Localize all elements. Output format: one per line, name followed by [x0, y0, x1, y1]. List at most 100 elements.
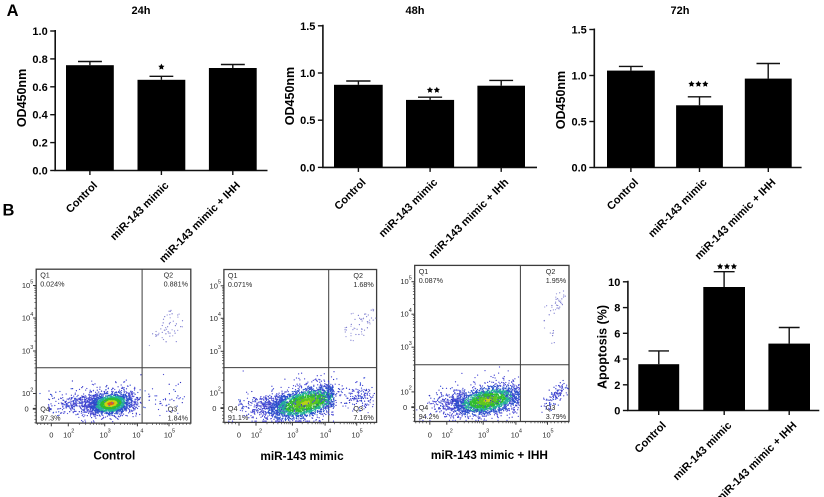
- svg-text:10: 10: [400, 343, 408, 352]
- svg-text:0: 0: [403, 403, 407, 412]
- svg-text:B: B: [2, 202, 14, 220]
- svg-text:5: 5: [360, 429, 363, 435]
- svg-text:miR-143 mimic: miR-143 mimic: [377, 177, 440, 240]
- svg-text:3: 3: [108, 429, 111, 435]
- svg-text:0.6: 0.6: [32, 82, 47, 94]
- svg-text:10: 10: [400, 277, 408, 286]
- svg-text:10: 10: [478, 431, 486, 440]
- svg-text:4: 4: [30, 312, 33, 318]
- svg-text:0: 0: [49, 431, 53, 440]
- svg-text:0.071%: 0.071%: [228, 280, 253, 289]
- svg-text:4: 4: [328, 429, 331, 435]
- svg-text:Apoptosis (%): Apoptosis (%): [596, 305, 610, 389]
- svg-text:1.5: 1.5: [300, 21, 315, 33]
- svg-text:10: 10: [100, 431, 108, 440]
- svg-text:1.0: 1.0: [300, 68, 315, 80]
- svg-text:4: 4: [218, 312, 221, 318]
- svg-text:Control: Control: [93, 449, 135, 463]
- svg-text:5: 5: [550, 429, 553, 435]
- svg-text:10: 10: [210, 314, 218, 323]
- svg-text:1.95%: 1.95%: [546, 276, 567, 285]
- svg-text:6: 6: [614, 328, 620, 340]
- svg-text:2: 2: [450, 429, 453, 435]
- svg-text:10: 10: [320, 431, 328, 440]
- svg-text:miR-143 mimic: miR-143 mimic: [260, 449, 344, 463]
- svg-text:4: 4: [614, 354, 621, 366]
- svg-text:4: 4: [409, 308, 412, 314]
- svg-text:Control: Control: [633, 420, 669, 456]
- svg-text:5: 5: [172, 429, 175, 435]
- svg-text:10: 10: [210, 281, 218, 290]
- svg-text:A: A: [7, 2, 19, 20]
- svg-text:miR-143 mimic + IHH: miR-143 mimic + IHH: [157, 180, 243, 266]
- svg-text:4: 4: [519, 429, 522, 435]
- svg-text:0.5: 0.5: [572, 117, 587, 129]
- svg-text:Q3: Q3: [353, 404, 363, 413]
- svg-text:10: 10: [542, 431, 550, 440]
- svg-text:OD450nm: OD450nm: [15, 69, 29, 127]
- svg-text:0.024%: 0.024%: [40, 280, 65, 289]
- svg-text:8: 8: [614, 303, 620, 315]
- svg-text:10: 10: [287, 431, 295, 440]
- svg-text:5: 5: [409, 276, 412, 282]
- svg-text:91.1%: 91.1%: [228, 413, 249, 422]
- svg-text:10: 10: [63, 431, 71, 440]
- svg-text:7.16%: 7.16%: [353, 413, 374, 422]
- svg-text:0.2: 0.2: [32, 138, 47, 150]
- svg-text:0.8: 0.8: [32, 54, 47, 66]
- svg-text:10: 10: [608, 277, 620, 289]
- svg-text:10: 10: [511, 431, 519, 440]
- svg-text:3: 3: [295, 429, 298, 435]
- svg-text:3: 3: [218, 345, 221, 351]
- svg-text:2: 2: [409, 386, 412, 392]
- svg-text:48h: 48h: [406, 5, 425, 17]
- svg-text:0: 0: [25, 405, 29, 414]
- svg-text:2: 2: [71, 429, 74, 435]
- svg-text:miR-143 mimic: miR-143 mimic: [646, 177, 709, 240]
- svg-text:24h: 24h: [132, 5, 151, 17]
- svg-text:0.0: 0.0: [572, 163, 587, 175]
- svg-text:0.881%: 0.881%: [164, 280, 189, 289]
- svg-text:miR-143 mimic + IHh: miR-143 mimic + IHh: [427, 176, 512, 261]
- svg-text:72h: 72h: [671, 5, 690, 17]
- svg-text:1.68%: 1.68%: [353, 280, 374, 289]
- svg-text:0: 0: [237, 431, 241, 440]
- svg-text:10: 10: [132, 431, 140, 440]
- svg-text:miR-143 mimic + IHH: miR-143 mimic + IHH: [431, 448, 548, 462]
- svg-text:miR-143 mimic: miR-143 mimic: [671, 420, 734, 483]
- svg-text:Control: Control: [605, 177, 641, 213]
- svg-text:94.2%: 94.2%: [419, 412, 440, 421]
- svg-text:Q2: Q2: [164, 271, 174, 280]
- svg-text:Q2: Q2: [353, 271, 363, 280]
- svg-text:OD450nm: OD450nm: [554, 71, 568, 129]
- svg-text:10: 10: [22, 314, 30, 323]
- svg-text:1.5: 1.5: [572, 25, 587, 37]
- svg-text:10: 10: [210, 388, 218, 397]
- svg-text:10: 10: [251, 431, 259, 440]
- svg-text:miR-143 mimic + IHH: miR-143 mimic + IHH: [693, 177, 779, 263]
- svg-text:10: 10: [400, 310, 408, 319]
- svg-text:10: 10: [22, 347, 30, 356]
- svg-text:0.0: 0.0: [32, 166, 47, 178]
- svg-text:Q3: Q3: [168, 405, 178, 414]
- svg-text:0: 0: [212, 404, 216, 413]
- svg-text:1.84%: 1.84%: [168, 414, 189, 423]
- svg-text:97.3%: 97.3%: [40, 414, 61, 423]
- svg-text:1.0: 1.0: [572, 71, 587, 83]
- svg-text:Q4: Q4: [40, 405, 50, 414]
- svg-text:2: 2: [218, 387, 221, 393]
- svg-text:10: 10: [22, 281, 30, 290]
- svg-text:10: 10: [442, 431, 450, 440]
- svg-text:3: 3: [30, 345, 33, 351]
- svg-text:10: 10: [352, 431, 360, 440]
- svg-text:10: 10: [400, 387, 408, 396]
- svg-text:0.087%: 0.087%: [419, 276, 444, 285]
- svg-text:3.79%: 3.79%: [546, 412, 567, 421]
- svg-text:0: 0: [614, 406, 620, 418]
- svg-text:Q1: Q1: [228, 271, 238, 280]
- svg-text:Q1: Q1: [40, 271, 50, 280]
- svg-text:5: 5: [218, 280, 221, 286]
- svg-text:10: 10: [22, 389, 30, 398]
- svg-text:2: 2: [614, 380, 620, 392]
- svg-text:Control: Control: [332, 177, 368, 213]
